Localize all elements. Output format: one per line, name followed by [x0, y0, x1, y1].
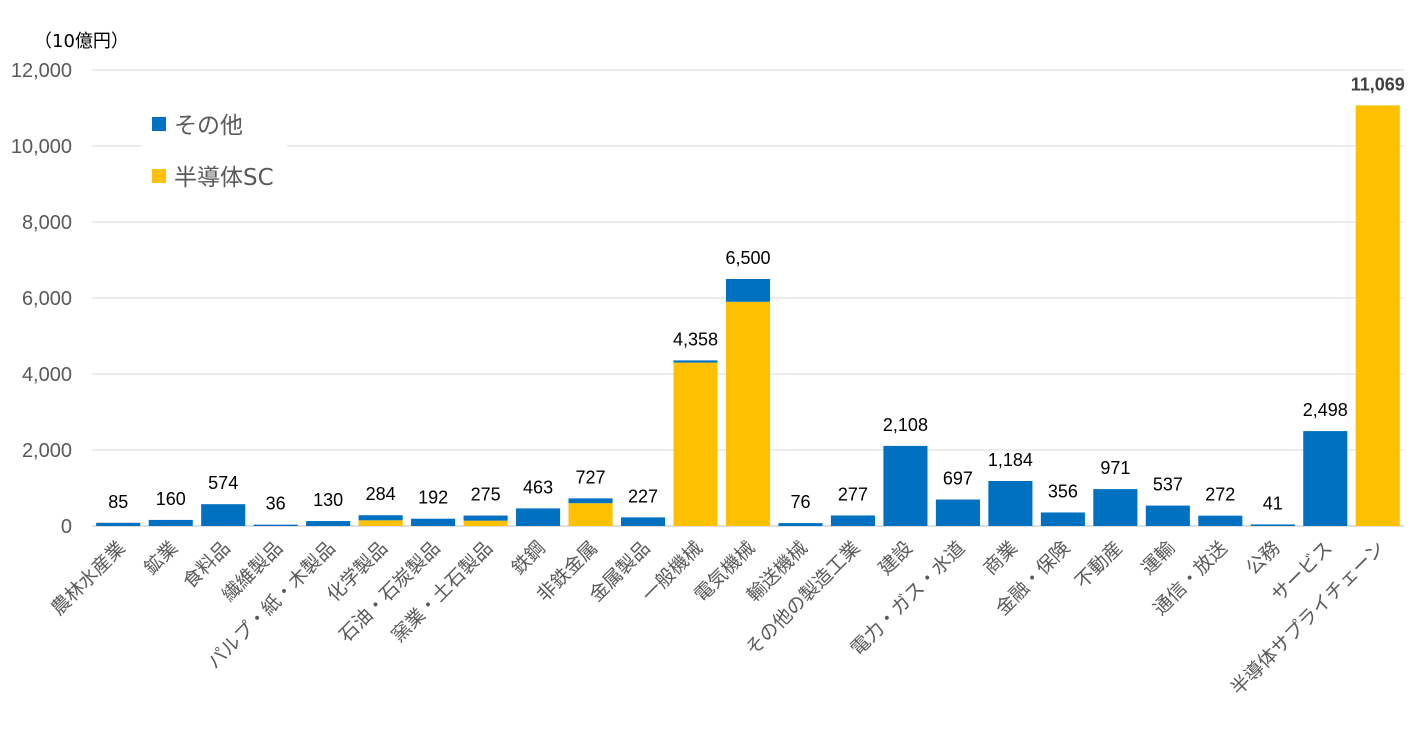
data-label: 2,108: [883, 415, 928, 435]
y-tick-label: 6,000: [22, 288, 72, 310]
bar-segment: [1250, 524, 1295, 526]
data-label: 6,500: [725, 248, 770, 268]
y-tick-label: 4,000: [22, 364, 72, 386]
x-tick-label: 公務: [1242, 537, 1284, 579]
data-label: 284: [366, 484, 396, 504]
bar-segment: [778, 523, 823, 526]
bar-segment: [1198, 515, 1243, 526]
data-label: 227: [628, 486, 658, 506]
data-label: 1,184: [988, 450, 1033, 470]
y-tick-label: 8,000: [22, 212, 72, 234]
y-tick-label: 10,000: [11, 136, 72, 158]
x-tick-label: 建設: [875, 537, 917, 579]
legend-swatch: [152, 117, 166, 131]
bar-segment: [1040, 512, 1085, 526]
bar-segment: [463, 515, 508, 521]
data-label: 85: [108, 492, 128, 512]
x-tick-label: 商業: [979, 537, 1021, 579]
data-label: 160: [156, 489, 186, 509]
data-label: 697: [943, 469, 973, 489]
legend-label: 半導体SC: [174, 165, 274, 191]
y-tick-label: 12,000: [11, 60, 72, 82]
x-tick-label: 運輸: [1137, 537, 1179, 579]
bar-segment: [96, 522, 141, 526]
data-label: 971: [1100, 458, 1130, 478]
bar-segment: [1355, 105, 1400, 527]
bar-segment: [253, 524, 298, 526]
data-label: 41: [1263, 493, 1283, 513]
bar-segment: [725, 301, 771, 526]
data-label: 463: [523, 477, 553, 497]
bar-segment: [883, 445, 928, 526]
bars: [96, 105, 1400, 527]
bar-segment: [148, 519, 193, 526]
data-label: 272: [1205, 485, 1235, 505]
data-label: 727: [576, 467, 606, 487]
legend-background: [142, 98, 287, 210]
bar-segment: [620, 517, 666, 526]
unit-label: （10億円）: [34, 31, 129, 52]
bar-segment: [568, 498, 613, 504]
data-label: 11,069: [1351, 74, 1405, 94]
bar-segment: [673, 362, 718, 526]
bar-segment: [516, 508, 561, 526]
x-axis: 農林水産業 鉱業食料品繊維製品パルプ・紙・木製品化学製品石油・石炭製品窯業・土石製…: [47, 537, 1389, 700]
bar-segment: [201, 504, 246, 526]
data-label: 36: [266, 494, 286, 514]
data-label: 537: [1153, 475, 1183, 495]
bar-segment: [463, 520, 508, 526]
bar-segment: [306, 521, 351, 526]
data-label: 76: [790, 492, 810, 512]
data-label: 574: [208, 473, 238, 493]
bar-segment: [358, 515, 403, 521]
bar-segment: [935, 499, 980, 526]
legend-swatch: [152, 169, 166, 183]
bar-segment: [1303, 431, 1348, 526]
data-labels: 85 160 574 36 130 284 192 275 463 727 227 4,358 6,50…: [108, 74, 1405, 513]
bar-segment: [1145, 505, 1190, 526]
legend-label: その他: [174, 113, 243, 139]
bar-segment: [673, 360, 718, 363]
data-label: 192: [418, 488, 448, 508]
data-label: 130: [313, 490, 343, 510]
data-label: 356: [1048, 481, 1078, 501]
x-tick-label: 不動産: [1071, 537, 1127, 593]
bar-segment: [988, 481, 1033, 526]
bar-segment: [830, 515, 876, 526]
bar-segment: [568, 503, 613, 526]
bar-segment: [725, 279, 771, 302]
y-tick-label: 2,000: [22, 440, 72, 462]
data-label: 4,358: [673, 329, 718, 349]
data-label: 2,498: [1303, 400, 1348, 420]
x-tick-label: 鉱業: [140, 537, 182, 579]
data-label: 277: [838, 484, 868, 504]
y-tick-label: 0: [61, 516, 72, 538]
bar-segment: [1093, 489, 1138, 526]
x-tick-label: 農林水産業: [47, 537, 130, 620]
bar-segment: [411, 518, 456, 526]
y-axis: 0 2,000 4,000 6,000 8,000 10,000 12,000: [11, 60, 72, 538]
x-tick-label: 鉄鋼: [507, 537, 549, 579]
data-label: 275: [471, 485, 501, 505]
bar-segment: [358, 520, 403, 526]
